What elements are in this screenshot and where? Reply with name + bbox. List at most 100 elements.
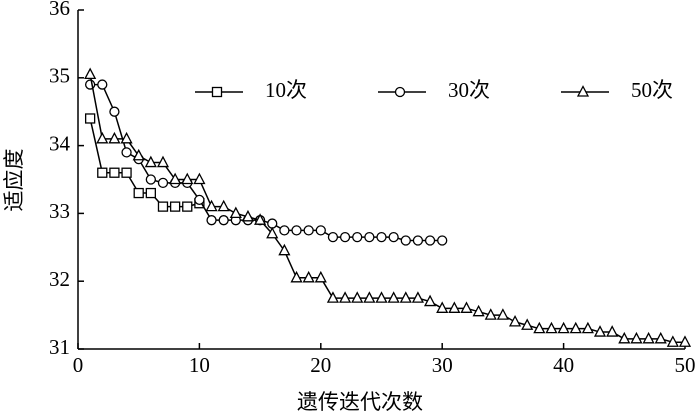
y-tick-label: 31	[49, 335, 70, 359]
x-tick-label: 20	[310, 353, 331, 377]
marker	[290, 270, 303, 283]
marker	[376, 231, 387, 243]
y-axis-label: 适应度	[2, 149, 26, 212]
legend-label: 10次	[265, 78, 307, 102]
marker	[569, 321, 582, 334]
marker	[412, 235, 424, 246]
marker	[193, 172, 206, 185]
marker	[436, 301, 449, 313]
marker	[472, 304, 485, 317]
marker	[156, 155, 170, 168]
marker	[521, 318, 534, 330]
marker	[169, 172, 182, 185]
marker	[364, 231, 375, 243]
marker	[96, 131, 109, 144]
marker	[291, 225, 302, 236]
marker	[399, 291, 412, 303]
marker	[144, 155, 157, 168]
marker	[205, 199, 218, 212]
marker	[315, 225, 326, 236]
marker	[437, 235, 448, 246]
marker	[533, 321, 546, 334]
marker	[424, 235, 436, 246]
marker	[84, 113, 96, 124]
marker	[326, 291, 340, 303]
marker	[618, 331, 631, 344]
marker	[508, 314, 522, 327]
x-tick-label: 30	[432, 353, 453, 377]
legend-marker	[394, 86, 406, 98]
series-line	[90, 83, 443, 242]
marker	[109, 106, 120, 117]
marker	[157, 177, 169, 189]
x-tick-label: 0	[73, 353, 84, 377]
marker	[411, 291, 424, 303]
y-tick-label: 36	[49, 0, 70, 20]
marker	[108, 131, 121, 144]
x-tick-label: 10	[189, 353, 210, 377]
marker	[145, 174, 156, 185]
marker	[448, 301, 461, 313]
x-tick-label: 40	[553, 353, 574, 377]
series-line	[89, 118, 200, 208]
marker	[557, 321, 570, 334]
marker	[169, 201, 181, 212]
marker	[218, 215, 229, 226]
marker	[279, 225, 290, 236]
marker	[217, 199, 230, 212]
marker	[145, 187, 156, 199]
marker	[484, 308, 497, 320]
marker	[132, 148, 145, 161]
y-tick-label: 34	[49, 131, 71, 155]
marker	[254, 213, 267, 225]
marker	[133, 187, 144, 199]
marker	[109, 167, 120, 178]
marker	[375, 291, 388, 303]
marker	[303, 225, 314, 236]
marker	[314, 270, 327, 283]
legend-label: 30次	[448, 78, 490, 102]
marker	[678, 335, 692, 347]
marker	[630, 331, 643, 344]
marker	[339, 291, 352, 303]
marker	[351, 291, 364, 303]
marker	[157, 201, 169, 212]
marker	[423, 294, 437, 307]
marker	[339, 231, 351, 243]
marker	[266, 226, 279, 239]
x-tick-label: 50	[675, 353, 696, 377]
y-tick-label: 32	[49, 267, 70, 291]
marker	[97, 167, 108, 178]
marker	[121, 147, 132, 158]
marker	[666, 335, 679, 347]
marker	[496, 308, 509, 320]
marker	[593, 325, 607, 337]
marker	[121, 167, 132, 178]
marker	[606, 325, 619, 337]
legend-marker	[576, 85, 590, 97]
marker	[194, 194, 205, 205]
marker	[229, 206, 242, 219]
marker	[182, 201, 193, 212]
marker	[97, 79, 108, 90]
marker	[327, 231, 339, 243]
legend-marker	[211, 86, 223, 98]
y-tick-label: 33	[49, 199, 70, 223]
marker	[460, 301, 473, 313]
marker	[387, 291, 400, 303]
marker	[642, 331, 655, 344]
marker	[302, 270, 315, 283]
marker	[267, 218, 278, 229]
marker	[278, 243, 291, 256]
marker	[400, 235, 411, 246]
legend-label: 50次	[631, 78, 673, 102]
marker	[120, 131, 133, 144]
marker	[388, 231, 399, 243]
marker	[581, 321, 594, 334]
marker	[241, 209, 255, 222]
y-tick-label: 35	[49, 64, 70, 88]
marker	[206, 215, 217, 226]
marker	[363, 291, 376, 303]
marker	[545, 321, 558, 334]
